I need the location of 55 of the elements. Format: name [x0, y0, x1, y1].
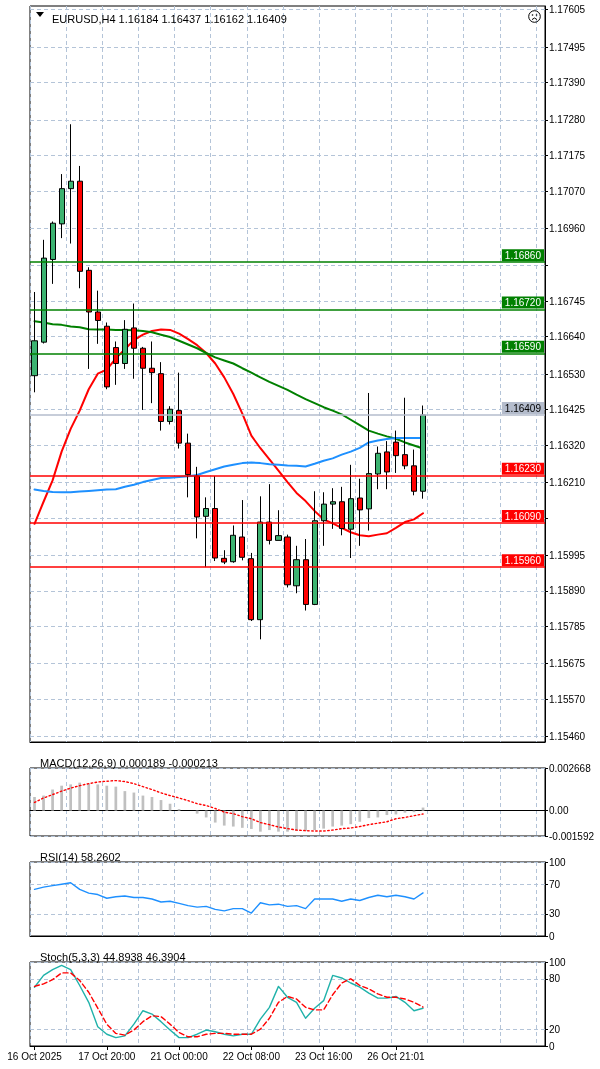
y-tick-label: 0.002668: [549, 762, 592, 774]
bar: [231, 810, 235, 827]
bar: [114, 786, 118, 811]
bar: [69, 784, 73, 811]
line-series: [33, 779, 424, 832]
bar: [33, 797, 36, 811]
bar: [358, 810, 362, 822]
candlestick: [41, 239, 47, 344]
bar: [331, 810, 335, 827]
bar: [87, 783, 91, 811]
bar: [295, 810, 298, 832]
y-tick-label: 0: [549, 930, 555, 942]
y-tick-label: 1.17605: [549, 4, 586, 16]
bar: [376, 810, 380, 818]
y-tick-label: 100: [549, 856, 567, 868]
x-tick-label: 17 Oct 20:00: [78, 1050, 136, 1062]
bar: [340, 810, 344, 826]
bar: [322, 810, 325, 829]
bar: [42, 795, 45, 811]
y-tick-label: 20: [549, 1023, 561, 1035]
line-series: [33, 882, 424, 914]
bar: [105, 785, 109, 811]
x-tick-label: 16 Oct 2025: [7, 1050, 63, 1062]
bar: [204, 810, 208, 818]
bar: [304, 810, 307, 832]
bar: [96, 784, 100, 811]
x-tick-label: 22 Oct 08:00: [222, 1050, 281, 1062]
x-tick-label: 26 Oct 21:01: [367, 1050, 425, 1062]
y-tick-label: 70: [549, 878, 561, 890]
bar: [51, 789, 54, 811]
y-tick-label: -0.001592: [549, 830, 595, 842]
bar: [222, 810, 226, 826]
bar: [286, 810, 289, 832]
y-tick-label: 0.00: [549, 805, 569, 817]
bar: [250, 810, 253, 829]
bar: [277, 810, 280, 832]
bar: [349, 810, 353, 825]
bar: [268, 810, 271, 831]
bar: [259, 810, 262, 832]
y-tick-label: 30: [549, 908, 561, 920]
chart-title: RSI(14) 58.2602: [40, 850, 121, 863]
bar: [213, 810, 217, 823]
y-tick-label: 0: [549, 1040, 555, 1052]
bar: [240, 810, 244, 828]
bar: [195, 810, 199, 814]
bar: [78, 782, 82, 811]
chart-title: Stoch(5,3,3) 44.8938 46.3904: [40, 950, 186, 963]
y-tick-label: 80: [549, 973, 561, 985]
x-tick-label: 21 Oct 00:00: [150, 1050, 209, 1062]
bar: [313, 810, 316, 831]
bar: [367, 810, 371, 819]
x-tick-label: 23 Oct 16:00: [295, 1050, 353, 1062]
y-tick-label: 100: [549, 956, 567, 968]
chart-title: MACD(12,26,9) 0.000189 -0.000213: [40, 756, 218, 769]
bar: [60, 785, 63, 811]
